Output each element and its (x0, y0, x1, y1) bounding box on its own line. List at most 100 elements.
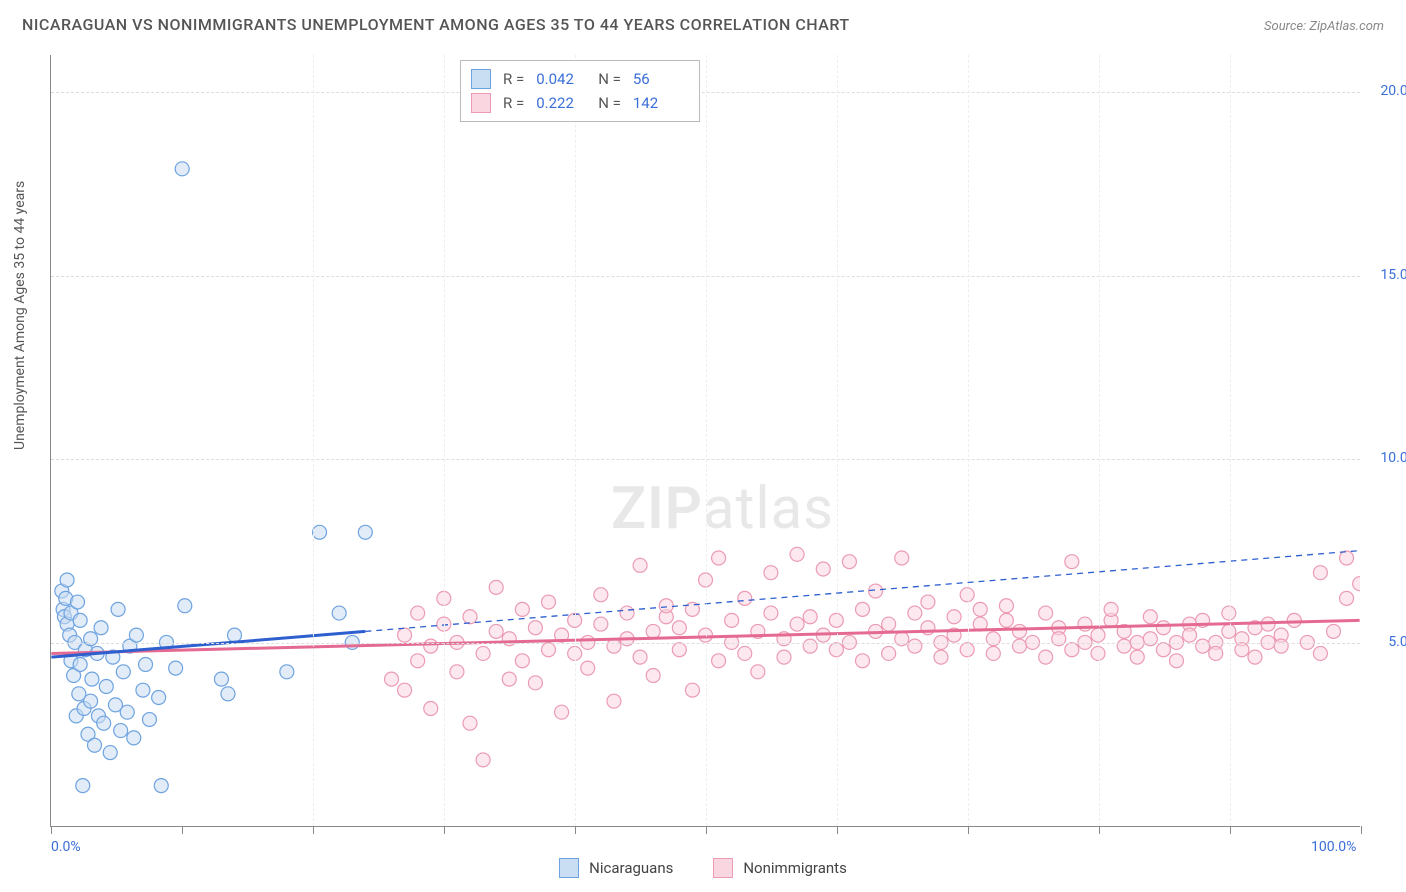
gridline-v (837, 55, 838, 826)
data-point (178, 599, 192, 613)
data-point (1104, 602, 1118, 616)
data-point (84, 694, 98, 708)
data-point (111, 602, 125, 616)
swatch-series2 (471, 93, 491, 113)
data-point (542, 595, 556, 609)
data-point (358, 525, 372, 539)
data-point (88, 738, 102, 752)
data-point (60, 573, 74, 587)
trend-line (365, 551, 1359, 632)
r-value-2: 0.222 (536, 91, 586, 115)
data-point (594, 588, 608, 602)
data-point (685, 683, 699, 697)
data-point (1039, 606, 1053, 620)
data-point (154, 779, 168, 793)
data-point (114, 724, 128, 738)
data-point (463, 610, 477, 624)
data-point (152, 691, 166, 705)
series-legend: Nicaraguans Nonimmigrants (0, 858, 1406, 878)
data-point (1117, 639, 1131, 653)
data-point (999, 613, 1013, 627)
swatch-series1-bottom (559, 858, 579, 878)
data-point (129, 628, 143, 642)
n-label-1: N = (598, 67, 621, 91)
data-point (1222, 606, 1236, 620)
gridline-v (575, 55, 576, 826)
x-tick (1230, 826, 1231, 834)
data-point (411, 606, 425, 620)
data-point (1287, 613, 1301, 627)
x-tick (51, 826, 52, 834)
data-point (882, 646, 896, 660)
data-point (73, 657, 87, 671)
data-point (633, 558, 647, 572)
data-point (777, 650, 791, 664)
swatch-series1 (471, 69, 491, 89)
data-point (1013, 624, 1027, 638)
data-point (280, 665, 294, 679)
chart-title: NICARAGUAN VS NONIMMIGRANTS UNEMPLOYMENT… (22, 15, 850, 34)
data-point (869, 584, 883, 598)
data-point (99, 679, 113, 693)
data-point (542, 643, 556, 657)
x-tick (182, 826, 183, 834)
gridline-v (1099, 55, 1100, 826)
data-point (398, 683, 412, 697)
data-point (790, 547, 804, 561)
data-point (1235, 643, 1249, 657)
data-point (986, 646, 1000, 660)
y-axis-title: Unemployment Among Ages 35 to 44 years (12, 181, 28, 450)
x-tick (1099, 826, 1100, 834)
data-point (633, 650, 647, 664)
data-point (97, 716, 111, 730)
data-point (803, 639, 817, 653)
data-point (594, 617, 608, 631)
y-tick-label: 15.0% (1380, 267, 1406, 283)
data-point (476, 646, 490, 660)
data-point (528, 621, 542, 635)
data-point (120, 705, 134, 719)
data-point (607, 639, 621, 653)
swatch-series2-bottom (713, 858, 733, 878)
data-point (1130, 650, 1144, 664)
data-point (332, 606, 346, 620)
data-point (1183, 628, 1197, 642)
data-point (764, 606, 778, 620)
plot-area: ZIPatlas 5.0%10.0%15.0%20.0%0.0%100.0% (50, 55, 1360, 827)
gridline-v (1230, 55, 1231, 826)
data-point (947, 610, 961, 624)
data-point (85, 672, 99, 686)
data-point (581, 661, 595, 675)
data-point (908, 639, 922, 653)
data-point (1039, 650, 1053, 664)
data-point (116, 665, 130, 679)
data-point (515, 602, 529, 616)
data-point (313, 525, 327, 539)
data-point (398, 628, 412, 642)
data-point (411, 654, 425, 668)
gridline-v (444, 55, 445, 826)
legend-label-2: Nonimmigrants (743, 859, 846, 877)
data-point (127, 731, 141, 745)
data-point (1091, 646, 1105, 660)
data-point (1340, 551, 1354, 565)
data-point (385, 672, 399, 686)
data-point (1143, 610, 1157, 624)
data-point (1078, 617, 1092, 631)
data-point (139, 657, 153, 671)
y-tick-label: 20.0% (1380, 83, 1406, 99)
data-point (136, 683, 150, 697)
x-tick-label: 100.0% (1311, 839, 1356, 855)
data-point (672, 621, 686, 635)
data-point (672, 643, 686, 657)
gridline-v (313, 55, 314, 826)
data-point (620, 606, 634, 620)
data-point (1156, 621, 1170, 635)
data-point (738, 646, 752, 660)
data-point (1196, 639, 1210, 653)
data-point (856, 654, 870, 668)
data-point (646, 624, 660, 638)
data-point (489, 580, 503, 594)
data-point (1353, 577, 1360, 591)
data-point (214, 672, 228, 686)
